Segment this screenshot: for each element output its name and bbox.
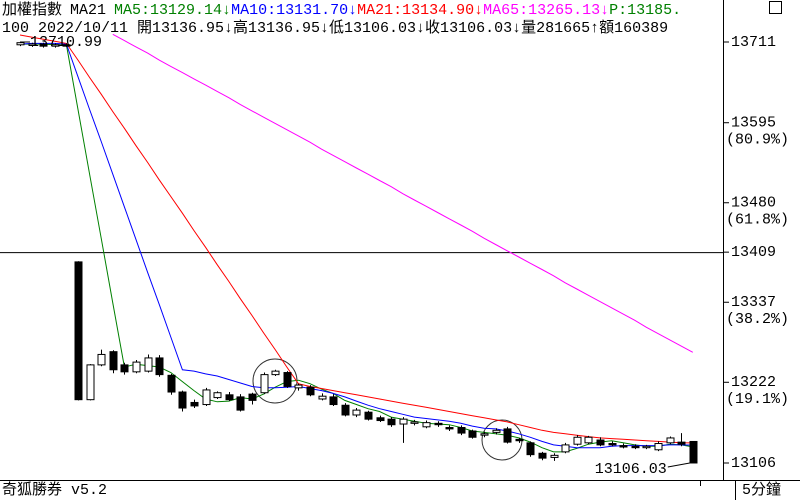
candle-body (260, 374, 269, 394)
candle-body (283, 372, 292, 387)
candle-body (573, 436, 582, 445)
candle-body (550, 454, 559, 458)
candle-body (526, 442, 535, 456)
candle-body (86, 364, 95, 401)
header-line-2: 100 2022/10/11 開13136.95↓高13136.95↓低1310… (2, 19, 668, 37)
y-tick-label: 13337 (731, 294, 776, 311)
header-line-1: 加權指數 MA21 MA5:13129.14↓MA10:13131.70↓MA21:… (2, 1, 681, 19)
candle-body (341, 404, 350, 416)
candle-body (97, 353, 106, 366)
status-right: 5分鐘 (742, 481, 781, 499)
candle-body (294, 384, 303, 389)
candle-body (248, 393, 257, 401)
ma-line (112, 33, 694, 353)
candle-body (503, 428, 512, 443)
candle-body (132, 361, 141, 373)
candle-body (619, 445, 628, 448)
candle-body (352, 409, 361, 416)
ma-line (19, 34, 693, 444)
candle-body (642, 445, 651, 449)
max-label: 13710.99 (30, 34, 102, 51)
candle-body (190, 401, 199, 407)
candle-body (584, 436, 593, 444)
candle-body (306, 386, 315, 396)
ma-line (19, 42, 693, 449)
candle-body (468, 430, 477, 438)
candle-body (434, 422, 443, 426)
candle-body (51, 44, 60, 47)
candle-body (39, 43, 48, 47)
candle-body (225, 394, 234, 401)
candle-body (654, 443, 663, 451)
candle-body (62, 44, 71, 47)
y-tick-label: 13595 (731, 115, 776, 132)
candle-body (376, 417, 385, 422)
candle-body (608, 443, 617, 446)
header-item: MA21 (70, 2, 106, 19)
min-label: 13106.03 (595, 461, 667, 478)
candle-body (631, 445, 640, 449)
candle-body (109, 351, 118, 371)
ma-line (20, 43, 693, 453)
candle-body (689, 440, 698, 464)
header-item: MA21:13134.90↓ (357, 2, 483, 19)
y-tick-label: 13409 (731, 244, 776, 261)
candle-body (596, 439, 605, 446)
candle-body (492, 429, 501, 433)
candle-body (677, 441, 686, 445)
candle-body (74, 261, 83, 401)
candle-body (178, 391, 187, 409)
y-tick-label: 13480 (731, 195, 776, 212)
header-item: 加權指數 (2, 1, 62, 19)
y-tick-label: 13222 (731, 374, 776, 391)
fib-label: (80.9%) (726, 132, 789, 149)
candle-body (422, 422, 431, 428)
candle-body (16, 42, 25, 46)
candle-body (399, 418, 408, 425)
header-item: MA5:13129.14↓ (114, 2, 231, 19)
fib-label: (61.8%) (726, 212, 789, 229)
y-tick-label: 13711 (731, 34, 776, 51)
header-item: P:13185. (609, 2, 681, 19)
candle-body (457, 427, 466, 434)
y-tick-label: 13106 (731, 455, 776, 472)
candle-body (561, 444, 570, 453)
candle-body (538, 452, 547, 459)
candle-body (271, 370, 280, 376)
candle-body (329, 396, 338, 406)
fib-label: (19.1%) (726, 391, 789, 408)
min-pointer (667, 462, 690, 468)
candle-body (167, 374, 176, 393)
fib-label: (38.2%) (726, 311, 789, 328)
candle-body (410, 421, 419, 424)
status-left: 奇狐勝券 v5.2 (2, 481, 107, 499)
candle-body (480, 433, 489, 436)
candle-body (155, 357, 164, 376)
candle-body (666, 437, 675, 444)
header-item: MA10:13131.70↓ (231, 2, 357, 19)
candle-body (28, 43, 37, 46)
candle-body (213, 392, 222, 399)
candle-body (364, 411, 373, 420)
window-button[interactable] (769, 1, 782, 14)
candle-body (236, 396, 245, 411)
candle-body (144, 357, 153, 372)
candle-body (445, 427, 454, 430)
candle-body (387, 418, 396, 426)
candle-body (318, 395, 327, 400)
candle-body (515, 438, 524, 442)
candle-body (202, 389, 211, 406)
candle-body (120, 364, 129, 373)
header-item: MA65:13265.13↓ (483, 2, 609, 19)
